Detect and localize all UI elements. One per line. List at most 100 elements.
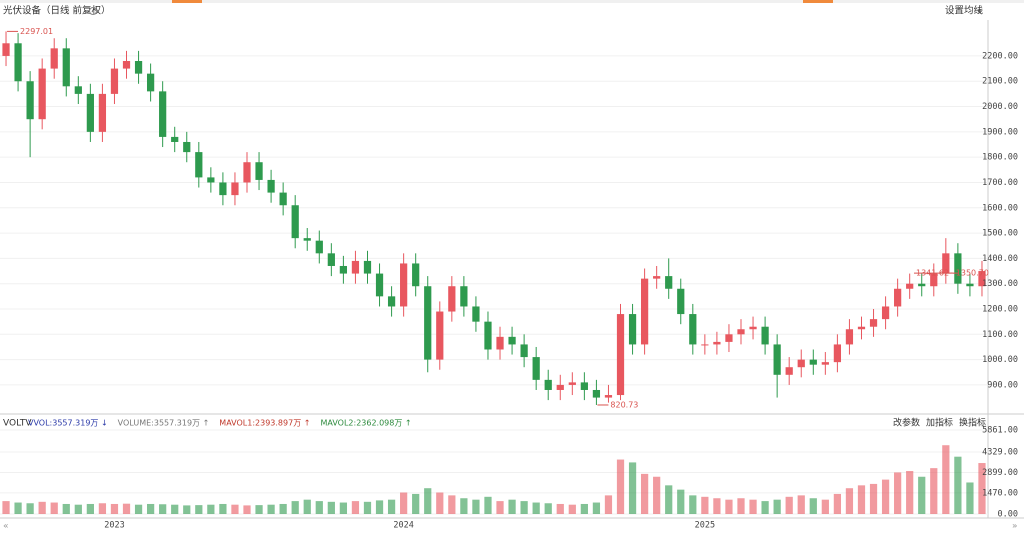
y-tick-label: 2000.00 [982, 102, 1018, 112]
y-tick-label: 1400.00 [982, 254, 1018, 264]
volume-bar [207, 504, 215, 514]
volume-bar [38, 501, 46, 514]
candle-body [701, 344, 709, 346]
volume-bar [183, 505, 191, 514]
settings-icon[interactable] [89, 7, 97, 15]
volume-bar [122, 503, 131, 514]
active-tab [172, 0, 202, 3]
candle-body [351, 260, 360, 274]
volume-bar [424, 488, 432, 514]
volume-bar [604, 495, 613, 514]
ma-setting[interactable]: 设置均线 [945, 5, 984, 17]
y-tick-label: 5861.00 [982, 426, 1018, 436]
candle-body [363, 260, 372, 274]
y-tick-label: 1100.00 [982, 330, 1018, 340]
volume-bar [436, 492, 444, 514]
volume-bar [845, 488, 854, 514]
volume-bar [749, 499, 757, 514]
volume-bar [737, 498, 745, 514]
candle-body [460, 286, 468, 307]
candle-body [219, 182, 227, 196]
candle-body [520, 344, 528, 358]
volume-bar [568, 504, 576, 514]
candle-body [472, 306, 480, 322]
tool-button[interactable]: 加指标 [926, 417, 953, 429]
candle-body [556, 384, 564, 390]
candle-body [26, 81, 34, 120]
tool-button[interactable]: 换指标 [959, 417, 986, 429]
candle-body [122, 60, 131, 69]
legend-entry: VOLUME:3557.319万 ↑ [118, 419, 210, 428]
candle-body [604, 395, 613, 398]
tab-strip [0, 0, 1024, 3]
volume-bar [243, 505, 251, 514]
volume-bar [279, 503, 287, 514]
volume-bar [159, 504, 167, 514]
candle-body [785, 367, 793, 375]
volume-bar [918, 476, 926, 514]
candle-body [484, 321, 492, 350]
volume-bar [713, 498, 721, 514]
volume-bar [267, 504, 275, 514]
candle-body [267, 179, 275, 193]
volume-bar [146, 503, 155, 514]
volume-bar [339, 502, 348, 514]
scroll-right[interactable]: » [1012, 522, 1018, 532]
volume-bar [231, 504, 239, 514]
candle-body [918, 283, 926, 287]
candle-body [845, 329, 854, 345]
y-tick-label: 1470.00 [982, 488, 1018, 498]
volume-bar [821, 499, 829, 514]
candle-body [978, 271, 986, 287]
volume-bar [460, 498, 468, 514]
y-tick-label: 4329.00 [982, 447, 1018, 457]
candle-body [279, 192, 287, 206]
candle-body [906, 283, 914, 289]
candle-body [496, 336, 504, 350]
volume-bar [689, 495, 697, 514]
volume-bar [387, 499, 396, 514]
tool-button[interactable]: 改参数 [893, 417, 920, 429]
volume-bar [881, 479, 890, 514]
candle-body [689, 314, 697, 345]
volume-bar [412, 493, 420, 514]
y-tick-label: 2899.00 [982, 468, 1018, 478]
y-tick-label: 1000.00 [982, 355, 1018, 365]
candle-body [375, 273, 384, 297]
candle-body [400, 263, 408, 307]
candle-body [677, 288, 685, 315]
dropdown-caret [977, 10, 981, 13]
volume-bar [544, 503, 552, 514]
volume-bar [725, 499, 733, 514]
scroll-left[interactable]: « [3, 522, 9, 532]
volume-bar [520, 501, 528, 514]
candle-body [508, 336, 516, 345]
volume-bar [677, 489, 685, 514]
candle-body [255, 162, 263, 180]
y-tick-label: 1200.00 [982, 305, 1018, 315]
annotation: 1341.62~1350.70 [916, 269, 989, 278]
candle-body [315, 240, 323, 254]
volume-bar [785, 496, 793, 514]
x-tick-label: 2023 [104, 521, 124, 531]
volume-bar [219, 503, 227, 514]
volume-bar [2, 501, 10, 514]
y-tick-label: 2100.00 [982, 77, 1018, 87]
volume-bar [809, 498, 817, 514]
candle-body [2, 43, 10, 56]
volume-bar [532, 502, 540, 514]
candle-body [327, 253, 335, 266]
candle-body [159, 91, 167, 137]
candle-body [954, 253, 962, 284]
candle-body [183, 141, 191, 153]
volume-bar [640, 473, 649, 514]
volume-bar [592, 502, 601, 514]
candle-body [291, 205, 299, 239]
y-tick-label: 1800.00 [982, 153, 1018, 163]
volume-bar [797, 495, 805, 514]
volume-bar [773, 499, 781, 514]
candle-body [653, 276, 661, 279]
y-tick-label: 900.00 [987, 380, 1018, 390]
volume-bar [327, 501, 335, 514]
